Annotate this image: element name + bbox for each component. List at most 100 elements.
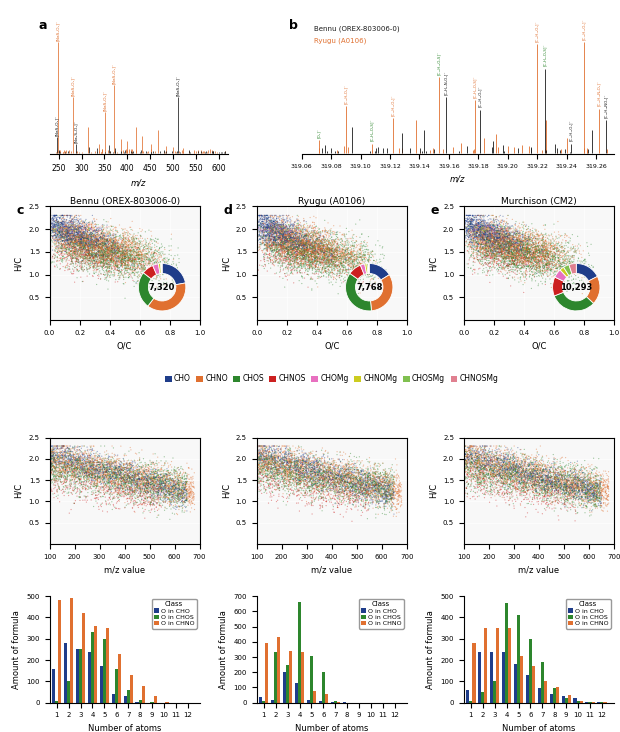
- Point: [111, 482, 121, 494]
- Point: [516, 473, 526, 485]
- Point: [343, 458, 353, 470]
- Point: [394, 490, 404, 501]
- Point: [82, 448, 92, 460]
- Point: [487, 242, 497, 253]
- Point: [144, 255, 154, 266]
- Point: [267, 246, 277, 258]
- Point: [312, 249, 322, 261]
- Point: [82, 234, 92, 245]
- Point: [57, 217, 67, 228]
- Point: [155, 479, 165, 491]
- Point: [73, 228, 83, 240]
- Point: [67, 456, 77, 468]
- Point: [110, 249, 120, 261]
- Point: [83, 247, 93, 259]
- Point: [332, 485, 342, 496]
- Point: [311, 238, 321, 250]
- Point: [484, 464, 494, 476]
- Point: [463, 461, 472, 473]
- Point: [536, 265, 546, 277]
- Point: [307, 457, 317, 468]
- Point: [466, 220, 476, 232]
- Point: [474, 220, 484, 231]
- Point: [487, 228, 497, 239]
- Point: [569, 246, 579, 258]
- Point: [512, 234, 522, 245]
- Point: [172, 473, 182, 485]
- Point: [156, 471, 166, 483]
- Point: [301, 240, 311, 252]
- Point: [495, 455, 505, 466]
- Point: [480, 455, 490, 466]
- Point: [169, 508, 179, 520]
- Point: [560, 501, 570, 512]
- Point: [492, 249, 502, 261]
- Point: [116, 441, 126, 452]
- Point: [88, 457, 98, 468]
- Point: [304, 255, 314, 266]
- Point: [329, 250, 339, 262]
- Point: [313, 480, 323, 492]
- Point: [271, 241, 281, 253]
- Point: [271, 455, 281, 467]
- Point: [490, 245, 500, 257]
- Point: [61, 220, 71, 231]
- Point: [592, 477, 602, 488]
- Point: [295, 231, 305, 243]
- Point: [339, 248, 348, 260]
- Point: [489, 231, 498, 243]
- Point: [128, 471, 138, 482]
- Point: [497, 236, 507, 247]
- Point: [500, 231, 510, 242]
- Point: [500, 476, 510, 488]
- Point: [81, 245, 91, 257]
- Point: [477, 222, 487, 234]
- Point: [79, 232, 89, 244]
- Point: [374, 485, 384, 497]
- Point: [141, 474, 151, 485]
- Point: [295, 472, 305, 484]
- Point: [505, 245, 515, 257]
- Point: [521, 263, 531, 274]
- Point: [357, 258, 367, 269]
- Point: [516, 244, 526, 255]
- Point: [487, 227, 497, 239]
- Point: [67, 465, 77, 477]
- Point: [580, 482, 590, 494]
- Point: [482, 482, 492, 494]
- Point: [502, 252, 512, 264]
- Point: [393, 470, 403, 482]
- Point: [303, 251, 313, 263]
- Point: [519, 469, 529, 481]
- Point: [330, 259, 340, 271]
- Point: [357, 277, 367, 289]
- Point: [81, 222, 91, 234]
- Point: [479, 228, 489, 240]
- Point: [577, 484, 587, 496]
- Point: [373, 466, 383, 478]
- Point: [538, 465, 547, 477]
- Point: [331, 457, 341, 468]
- Point: [99, 250, 108, 262]
- Point: [182, 470, 192, 482]
- Point: [119, 474, 129, 485]
- Point: [494, 458, 504, 470]
- Point: [56, 471, 66, 483]
- Point: [272, 239, 281, 251]
- Point: [293, 232, 303, 244]
- Point: [57, 235, 67, 247]
- Point: [546, 482, 556, 493]
- Point: [273, 455, 283, 466]
- Point: [500, 232, 510, 244]
- Point: [489, 217, 499, 228]
- Point: [171, 504, 181, 515]
- Point: [299, 451, 309, 463]
- Point: [522, 477, 532, 488]
- Point: [126, 496, 136, 507]
- Point: [102, 465, 112, 477]
- Point: [294, 234, 304, 245]
- Point: [329, 234, 339, 246]
- Point: [367, 477, 377, 489]
- Point: [371, 479, 381, 490]
- Point: [538, 239, 548, 251]
